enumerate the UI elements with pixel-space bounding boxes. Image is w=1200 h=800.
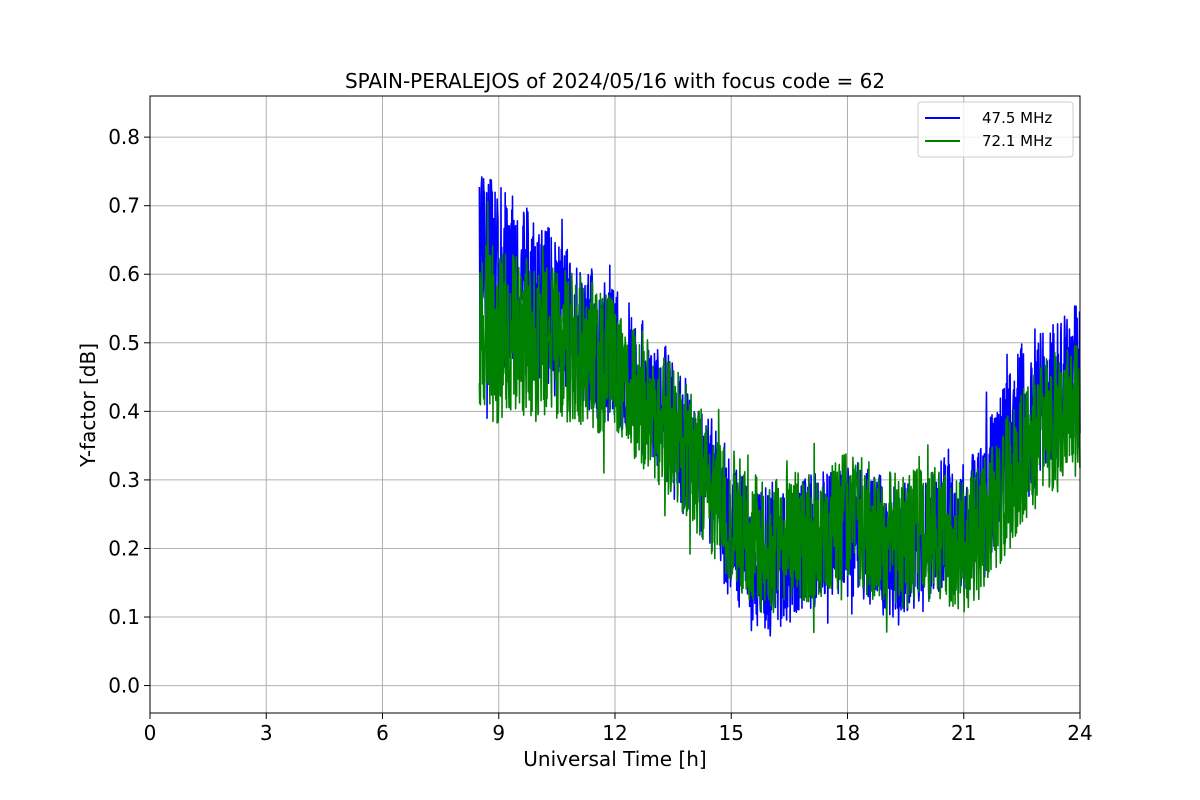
y-tick-label: 0.5 bbox=[108, 331, 140, 355]
y-axis: 0.0 0.1 0.2 0.3 0.4 0.5 0.6 0.7 0.8 bbox=[108, 125, 150, 698]
x-tick-label: 9 bbox=[492, 721, 505, 745]
y-tick-label: 0.7 bbox=[108, 194, 140, 218]
x-tick-label: 6 bbox=[376, 721, 389, 745]
x-tick-label: 3 bbox=[260, 721, 273, 745]
y-tick-label: 0.1 bbox=[108, 605, 140, 629]
series-layer bbox=[478, 176, 1081, 637]
y-tick-label: 0.6 bbox=[108, 262, 140, 286]
y-tick-label: 0.8 bbox=[108, 125, 140, 149]
y-tick-label: 0.4 bbox=[108, 399, 140, 423]
y-tick-label: 0.0 bbox=[108, 674, 140, 698]
x-tick-label: 12 bbox=[602, 721, 627, 745]
legend-box bbox=[917, 101, 1074, 158]
y-tick-label: 0.2 bbox=[108, 536, 140, 560]
chart-title: SPAIN-PERALEJOS of 2024/05/16 with focus… bbox=[345, 69, 885, 93]
series-line bbox=[478, 200, 1081, 634]
y-tick-label: 0.3 bbox=[108, 468, 140, 492]
x-tick-label: 24 bbox=[1067, 721, 1092, 745]
x-tick-label: 21 bbox=[951, 721, 976, 745]
x-tick-label: 15 bbox=[719, 721, 744, 745]
x-tick-label: 0 bbox=[144, 721, 157, 745]
x-axis: 0 3 6 9 12 15 18 21 24 bbox=[144, 713, 1093, 745]
x-tick-label: 18 bbox=[835, 721, 860, 745]
legend-label: 72.1 MHz bbox=[982, 132, 1052, 150]
legend: 47.5 MHz 72.1 MHz bbox=[917, 101, 1074, 158]
legend-label: 47.5 MHz bbox=[982, 109, 1052, 127]
x-axis-label: Universal Time [h] bbox=[523, 747, 706, 771]
y-axis-label: Y-factor [dB] bbox=[76, 343, 100, 468]
